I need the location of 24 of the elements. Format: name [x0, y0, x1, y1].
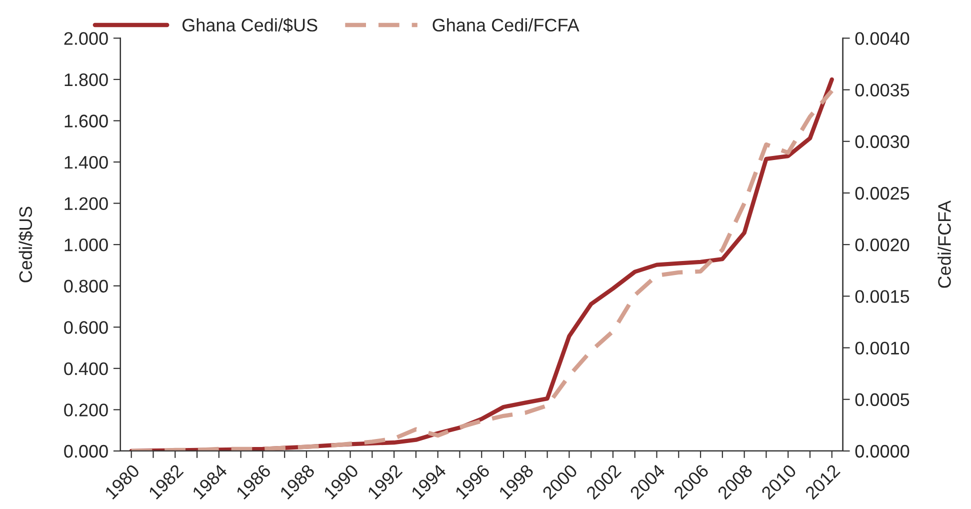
y-axis-title: Cedi/$US — [18, 206, 34, 282]
y-tick-label: 1.600 — [64, 114, 108, 128]
y-tick-label: 0.400 — [64, 362, 108, 376]
y-tick-label: 0.800 — [64, 280, 108, 293]
y2-tick-label: 0.0040 — [855, 32, 910, 45]
legend-label: Ghana Cedi/FCFA — [432, 18, 580, 32]
y-tick-label: 0.600 — [64, 321, 108, 334]
y2-tick-label: 0.0010 — [855, 342, 910, 354]
y2-tick-label: 0.0030 — [855, 135, 910, 148]
y-tick-label: 0.200 — [64, 404, 108, 416]
y-tick-label: 1.800 — [64, 73, 108, 86]
y-tick-label: 1.000 — [64, 238, 108, 252]
legend-label: Ghana Cedi/$US — [182, 18, 318, 33]
y-tick-label: 0.000 — [64, 444, 108, 458]
y2-tick-label: 0.0015 — [855, 290, 910, 303]
y2-tick-label: 0.0035 — [855, 84, 910, 96]
y2-axis-title: Cedi/FCFA — [938, 200, 951, 288]
y-tick-label: 2.000 — [64, 32, 108, 45]
y2-tick-label: 0.0000 — [855, 444, 910, 458]
y-tick-label: 1.200 — [64, 197, 108, 210]
y2-tick-label: 0.0005 — [855, 393, 910, 406]
y2-tick-label: 0.0020 — [855, 238, 910, 252]
y2-tick-label: 0.0025 — [855, 186, 910, 200]
y-tick-label: 1.400 — [64, 156, 108, 169]
